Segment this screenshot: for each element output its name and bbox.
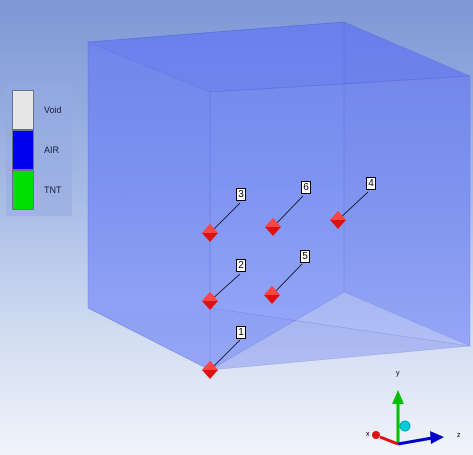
- material-legend: Void AIR TNT: [6, 84, 72, 216]
- marker-1[interactable]: [202, 361, 218, 379]
- marker-label-4: 4: [366, 177, 376, 190]
- axis-label-y: y: [396, 370, 400, 377]
- legend-swatch-tnt: [12, 170, 34, 210]
- marker-label-6: 6: [301, 181, 311, 194]
- legend-swatch-void: [12, 90, 34, 130]
- marker-label-3: 3: [236, 188, 246, 201]
- axis-label-z: z: [457, 432, 461, 439]
- legend-label-void: Void: [44, 105, 62, 115]
- marker-label-2: 2: [236, 259, 246, 272]
- marker-5[interactable]: [264, 286, 280, 304]
- legend-swatch-air: [12, 130, 34, 170]
- marker-4[interactable]: [330, 211, 346, 229]
- marker-3[interactable]: [202, 224, 218, 242]
- marker-2[interactable]: [202, 292, 218, 310]
- axis-label-x: x: [366, 431, 370, 438]
- marker-label-5: 5: [300, 250, 310, 263]
- axis-triad: [372, 390, 444, 446]
- marker-label-1: 1: [236, 326, 246, 339]
- marker-6[interactable]: [265, 218, 281, 236]
- legend-label-air: AIR: [44, 145, 60, 155]
- legend-label-tnt: TNT: [44, 185, 62, 195]
